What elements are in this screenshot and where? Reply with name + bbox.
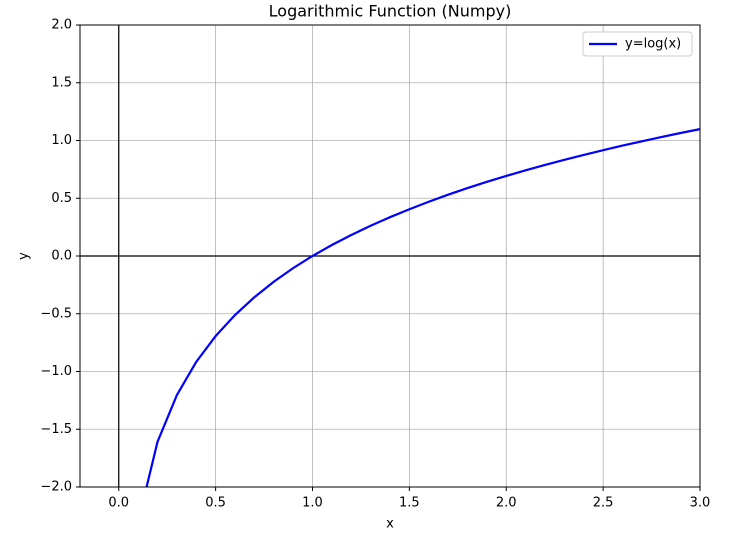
x-tick-label: 3.0 xyxy=(690,496,711,511)
y-tick-label: 0.5 xyxy=(51,191,72,206)
y-tick-label: −1.0 xyxy=(40,364,72,379)
legend-box xyxy=(582,31,693,57)
y-tick-label: 1.5 xyxy=(51,75,72,90)
y-tick-label: 2.0 xyxy=(51,18,72,33)
x-tick-label: 2.0 xyxy=(496,496,517,511)
legend-label: y=log(x) xyxy=(625,37,681,52)
x-tick-label: 1.0 xyxy=(302,496,323,511)
y-tick-label: −1.5 xyxy=(40,422,72,437)
x-tick-label: 2.5 xyxy=(593,496,614,511)
y-tick-label: 0.0 xyxy=(51,249,72,264)
plot-frame xyxy=(79,24,701,488)
x-axis-label: x xyxy=(386,517,394,532)
legend: y=log(x) xyxy=(582,31,693,57)
y-axis-label: y xyxy=(17,252,32,260)
y-tick-label: 1.0 xyxy=(51,133,72,148)
x-tick-label: 0.0 xyxy=(108,496,129,511)
line-series xyxy=(145,127,700,487)
x-tick-label: 0.5 xyxy=(205,496,226,511)
chart-title: Logarithmic Function (Numpy) xyxy=(269,2,512,21)
y-tick-label: −2.0 xyxy=(40,480,72,495)
y-tick-label: −0.5 xyxy=(40,306,72,321)
x-tick-label: 1.5 xyxy=(399,496,420,511)
